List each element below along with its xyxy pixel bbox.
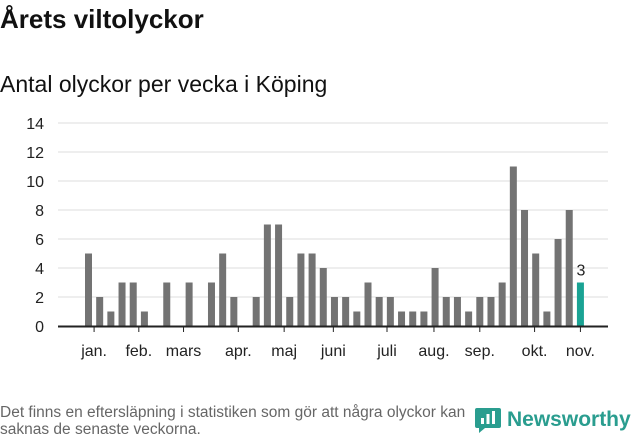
bar (498, 282, 506, 326)
y-tick-label: 10 (26, 174, 44, 191)
x-tick-label: aug. (418, 343, 449, 360)
bar (342, 297, 350, 326)
bar (532, 253, 540, 326)
bar (297, 253, 305, 326)
y-tick-label: 6 (35, 232, 44, 249)
x-tick-label: juni (320, 343, 346, 360)
bar (207, 282, 215, 326)
bar (431, 268, 439, 326)
bar (286, 297, 294, 326)
bar (185, 282, 193, 326)
bar (107, 311, 115, 326)
footnote: Det finns en eftersläpning i statistiken… (0, 404, 466, 438)
y-tick-label: 0 (35, 319, 44, 336)
bar (163, 282, 171, 326)
bar (465, 311, 473, 326)
bar (364, 282, 372, 326)
bar (219, 253, 227, 326)
y-tick-label: 14 (26, 116, 44, 133)
bar (275, 224, 283, 326)
x-tick-label: jan. (80, 343, 107, 360)
bar (308, 253, 316, 326)
bar (319, 268, 327, 326)
bar (442, 297, 450, 326)
bar (543, 311, 551, 326)
chart-title: Årets viltolyckor (0, 4, 204, 34)
chart-subtitle: Antal olyckor per vecka i Köping (0, 71, 328, 97)
brand-logo[interactable]: Newsworthy (475, 406, 631, 434)
bar-chart: 0 2 4 6 8 10 12 14 3 jan. feb. mars apr. maj juni juli a… (26, 116, 608, 360)
bar (140, 311, 148, 326)
x-tick-label: apr. (225, 343, 252, 360)
x-tick-label: nov. (566, 343, 595, 360)
x-tick-label: okt. (522, 343, 548, 360)
bar (554, 239, 562, 326)
bar (398, 311, 406, 326)
bar (263, 224, 271, 326)
bar (118, 282, 126, 326)
y-tick-label: 12 (26, 145, 44, 162)
bar (521, 210, 529, 326)
bar (252, 297, 260, 326)
x-tick-label: mars (166, 343, 202, 360)
bar (409, 311, 417, 326)
newsworthy-logo-icon (475, 408, 501, 433)
y-tick-label: 8 (35, 203, 44, 220)
bar (129, 282, 137, 326)
x-tick-label: feb. (125, 343, 152, 360)
y-tick-label: 2 (35, 290, 44, 307)
x-tick-label: sep. (465, 343, 495, 360)
bar (509, 166, 517, 326)
bar (476, 297, 484, 326)
bar (375, 297, 383, 326)
x-tick-label: juli (376, 343, 397, 360)
bar (453, 297, 461, 326)
bar-highlight (576, 282, 584, 326)
x-tick-label: maj (271, 343, 297, 360)
bar (230, 297, 238, 326)
bar (420, 311, 428, 326)
bar (565, 210, 573, 326)
bar (85, 253, 92, 326)
bar (353, 311, 361, 326)
y-tick-label: 4 (35, 261, 44, 278)
brand-name: Newsworthy (507, 408, 631, 431)
bar (386, 297, 394, 326)
bar (487, 297, 495, 326)
bar (330, 297, 338, 326)
data-label-latest: 3 (576, 263, 585, 280)
bar (96, 297, 104, 326)
